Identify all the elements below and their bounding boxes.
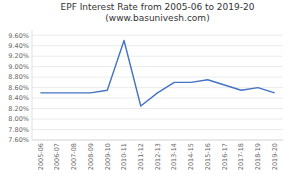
x-tick-label: 2010-11 — [120, 143, 128, 170]
y-tick-label: 8.80% — [8, 73, 29, 81]
x-tick-label: 2017-18 — [237, 143, 245, 170]
x-tick-label: 2009-10 — [104, 143, 112, 170]
y-tick-label: 9.60% — [8, 32, 29, 40]
x-tick-label: 2007-08 — [70, 143, 78, 170]
y-tick-label: 8.60% — [8, 84, 29, 92]
grid-line — [32, 140, 283, 141]
title-line: EPF Interest Rate from 2005-06 to 2019-2… — [61, 2, 255, 12]
grid-line — [32, 35, 283, 36]
x-tick-label: 2014-15 — [187, 143, 195, 170]
grid-line — [32, 56, 283, 57]
y-tick-label: 9.20% — [8, 52, 29, 60]
grid-line — [32, 119, 283, 120]
y-tick-label: 8.20% — [8, 105, 29, 113]
x-tick-label: 2016-17 — [221, 143, 229, 170]
x-tick-label: 2011-12 — [137, 143, 145, 170]
grid-line — [32, 45, 283, 46]
y-tick-label: 8.00% — [8, 115, 29, 123]
grid-line — [32, 87, 283, 88]
grid-line — [32, 98, 283, 99]
x-tick-label: 2006-07 — [53, 143, 61, 170]
title: EPF Interest Rate from 2005-06 to 2019-2… — [61, 2, 255, 23]
x-axis-line — [32, 140, 283, 141]
y-tick-label: 7.80% — [8, 126, 29, 134]
y-tick-label: 7.60% — [8, 136, 29, 144]
x-tick-label: 2008-09 — [87, 143, 95, 170]
y-tick-label: 9.40% — [8, 42, 29, 50]
grid-line — [32, 108, 283, 109]
grid-line — [32, 66, 283, 67]
y-axis-line — [32, 30, 33, 140]
x-tick-label: 2018-19 — [254, 143, 262, 170]
x-tick-label: 2019-20 — [271, 143, 279, 170]
y-tick-label: 8.40% — [8, 94, 29, 102]
chart: EPF Interest Rate from 2005-06 to 2019-2… — [0, 0, 289, 174]
x-tick-label: 2012-13 — [154, 143, 162, 170]
x-tick-label: 2005-06 — [37, 143, 45, 170]
x-tick-label: 2015-16 — [204, 143, 212, 170]
line — [40, 40, 274, 105]
plot-area — [40, 40, 274, 105]
x-tick-label: 2013-14 — [171, 143, 179, 170]
title-line: (www.basunivesh.com) — [105, 13, 209, 23]
grid-line — [32, 77, 283, 78]
grid-line — [32, 129, 283, 130]
y-tick-label: 9.00% — [8, 63, 29, 71]
